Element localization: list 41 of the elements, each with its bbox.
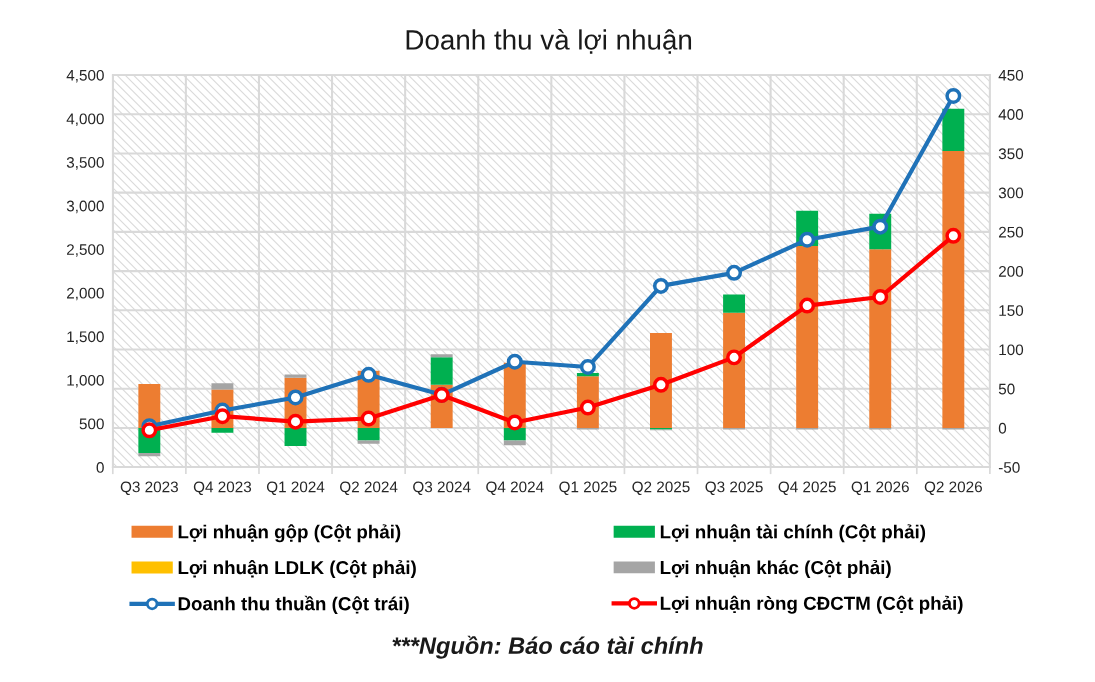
y2-tick-label: 450 <box>998 69 1024 81</box>
legend-label: Lợi nhuận khác (Cột phải) <box>660 560 891 578</box>
x-tick-label: Q4 2023 <box>193 481 252 496</box>
y-tick-label: 4,000 <box>66 113 104 127</box>
y-tick-label: 3,000 <box>66 200 104 214</box>
y2-tick-label: 300 <box>998 187 1024 199</box>
chart-title: Doanh thu và lợi nhuận <box>406 29 692 54</box>
legend-label: Lợi nhuận gộp (Cột phải) <box>178 524 401 543</box>
text: ***Nguồn: Báo cáo tài chính <box>392 635 703 659</box>
x-tick-label: Q1 2026 <box>851 481 909 496</box>
y2-tick-label: 100 <box>999 344 1024 356</box>
y-tick-label: 2,500 <box>66 244 104 257</box>
x-tick-label: Q1 2024 <box>266 481 325 496</box>
y-tick-label: 2,000 <box>66 287 104 301</box>
y2-tick-label: -50 <box>998 462 1020 473</box>
x-tick-label: Q1 2025 <box>559 481 617 496</box>
x-tick-label: Q3 2024 <box>413 481 471 496</box>
y2-tick-label: 350 <box>998 148 1024 160</box>
x-tick-label: Q4 2024 <box>486 481 544 496</box>
y2-tick-label: 250 <box>998 226 1024 238</box>
x-tick-label: Q3 2025 <box>705 481 763 496</box>
y2-tick-label: 200 <box>998 265 1024 277</box>
x-tick-label: Q4 2025 <box>778 481 836 496</box>
x-tick-label: Q3 2023 <box>120 481 178 496</box>
y-tick-label: 1,000 <box>67 374 104 388</box>
y2-tick-label: 0 <box>998 422 1007 434</box>
legend-label: Lợi nhuận tài chính (Cột phải) <box>660 524 926 543</box>
y-tick-label: 1,500 <box>67 331 104 344</box>
x-tick-label: Q2 2024 <box>340 481 398 496</box>
legend-label: Lợi nhuận ròng CĐCTM (Cột phải) <box>660 595 963 614</box>
y-tick-label: 500 <box>79 418 104 430</box>
y-tick-label: 0 <box>96 462 104 473</box>
legend-label: Doanh thu thuần (Cột trái) <box>178 595 409 615</box>
legend-label: Lợi nhuận LDLK (Cột phải) <box>178 560 416 578</box>
y2-tick-label: 400 <box>998 109 1024 120</box>
y2-tick-label: 50 <box>998 383 1015 395</box>
y2-tick-label: 150 <box>999 305 1024 316</box>
x-tick-label: Q2 2025 <box>632 481 690 496</box>
y-tick-label: 4,500 <box>66 69 104 83</box>
x-tick-label: Q2 2026 <box>924 481 982 496</box>
y-tick-label: 3,500 <box>66 157 104 170</box>
